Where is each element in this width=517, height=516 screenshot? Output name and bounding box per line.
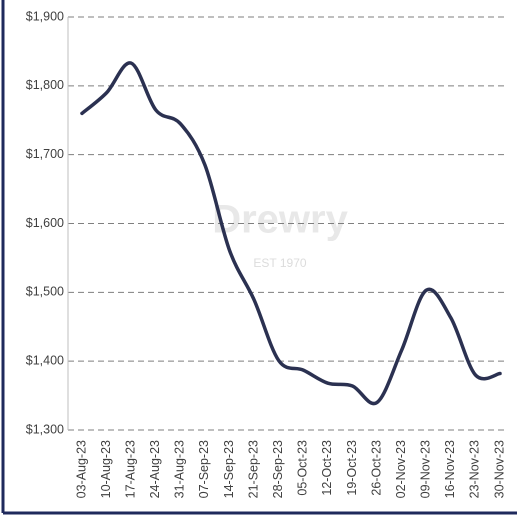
x-tick-label: 12-Oct-23	[320, 440, 334, 496]
x-tick-label: 30-Nov-23	[492, 440, 506, 498]
x-tick-label: 07-Sep-23	[197, 440, 211, 498]
x-tick-label: 14-Sep-23	[222, 440, 236, 498]
x-tick-label: 24-Aug-23	[148, 440, 162, 498]
x-tick-label: 10-Aug-23	[99, 440, 113, 498]
y-tick-label: $1,700	[26, 147, 64, 161]
x-tick-label: 21-Sep-23	[246, 440, 260, 498]
x-tick-label: 16-Nov-23	[443, 440, 457, 498]
y-tick-label: $1,600	[26, 216, 64, 230]
x-tick-label: 26-Oct-23	[369, 440, 383, 496]
y-tick-label: $1,300	[26, 422, 64, 436]
x-tick-label: 02-Nov-23	[394, 440, 408, 498]
x-tick-label: 23-Nov-23	[468, 440, 482, 498]
x-tick-label: 05-Oct-23	[296, 440, 310, 496]
y-tick-label: $1,900	[26, 9, 64, 23]
x-tick-label: 17-Aug-23	[123, 440, 137, 498]
x-tick-label: 28-Sep-23	[271, 440, 285, 498]
x-tick-label: 31-Aug-23	[173, 440, 187, 498]
y-tick-label: $1,400	[26, 353, 64, 367]
watermark-sub: EST 1970	[253, 256, 306, 270]
y-tick-label: $1,500	[26, 285, 64, 299]
y-tick-label: $1,800	[26, 78, 64, 92]
x-tick-label: 09-Nov-23	[419, 440, 433, 498]
price-line	[80, 61, 502, 406]
watermark: Drewry	[212, 198, 348, 242]
x-tick-label: 19-Oct-23	[345, 440, 359, 496]
x-tick-label: 03-Aug-23	[74, 440, 88, 498]
